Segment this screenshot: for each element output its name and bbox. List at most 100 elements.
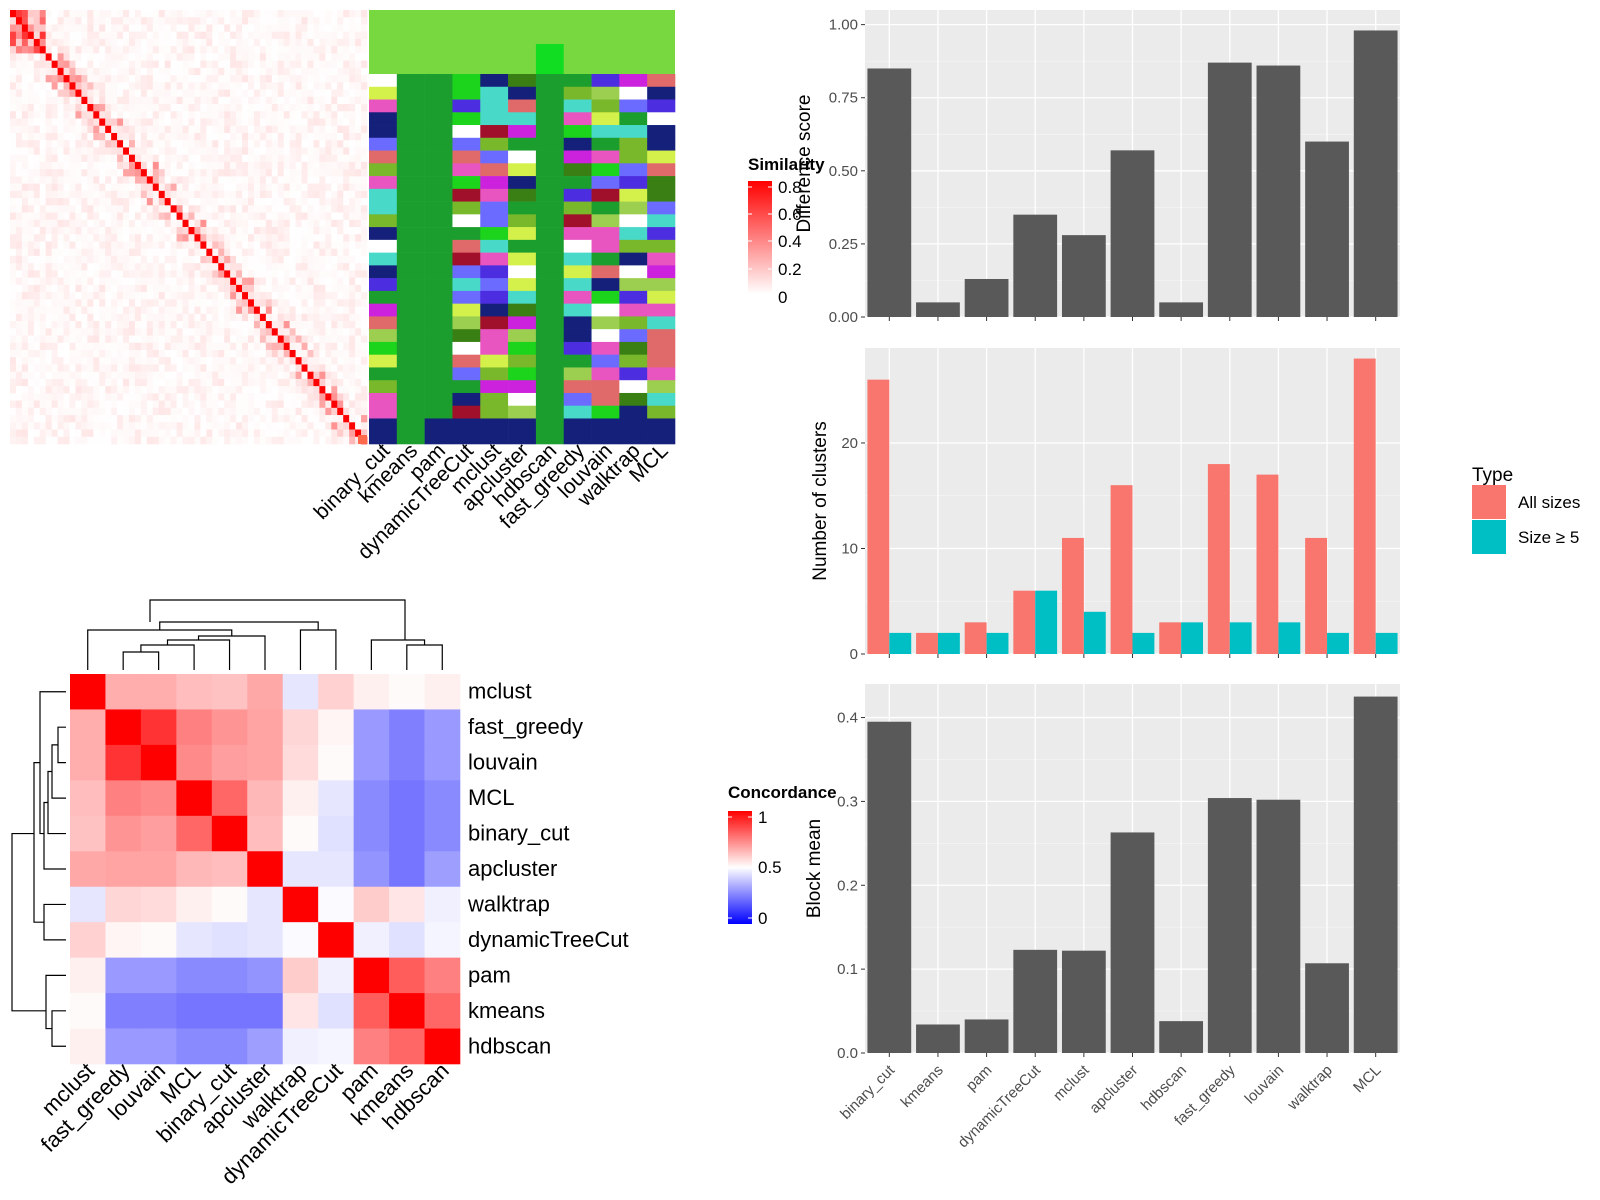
sim-cell xyxy=(325,234,332,242)
sim-cell xyxy=(248,277,255,286)
concordance-cell xyxy=(389,744,425,781)
sim-cell xyxy=(283,241,290,249)
sim-cell xyxy=(111,212,118,221)
sim-cell xyxy=(253,104,261,112)
sim-cell xyxy=(117,75,124,83)
sim-cell xyxy=(319,198,326,206)
sim-cell xyxy=(158,227,165,235)
sim-cell xyxy=(236,241,243,249)
sim-cell xyxy=(158,364,165,372)
sim-cell xyxy=(242,436,249,445)
sim-cell xyxy=(259,53,267,61)
sim-cell xyxy=(45,24,52,32)
sim-cell xyxy=(51,154,58,163)
sim-cell xyxy=(307,118,314,127)
sim-cell xyxy=(140,10,148,18)
sim-cell xyxy=(200,270,207,278)
sim-cell xyxy=(10,169,17,177)
sim-cell xyxy=(10,429,17,438)
sim-cell xyxy=(69,263,76,271)
sim-cell xyxy=(75,67,82,76)
sim-cell xyxy=(134,205,142,213)
sim-cell xyxy=(212,96,219,105)
sim-cell xyxy=(295,132,302,141)
sim-cell xyxy=(313,292,320,300)
sim-cell xyxy=(355,140,362,148)
sim-cell xyxy=(21,75,29,83)
sim-cell xyxy=(164,17,171,25)
sim-cell xyxy=(63,31,70,40)
sim-cell xyxy=(182,17,189,25)
sim-cell xyxy=(319,328,326,336)
sim-cell xyxy=(188,82,195,90)
concordance-cell xyxy=(282,780,319,817)
sim-cell xyxy=(33,82,41,90)
sim-cell xyxy=(200,198,207,206)
sim-cell xyxy=(176,82,183,90)
sim-cell xyxy=(289,24,296,32)
sim-cell xyxy=(331,147,338,155)
sim-cell xyxy=(10,248,17,257)
sim-cell xyxy=(45,422,52,430)
type-legend-swatch xyxy=(1472,485,1506,519)
sim-cell xyxy=(140,270,148,278)
sim-cell xyxy=(99,183,106,192)
sim-cell xyxy=(271,378,279,387)
sim-cell xyxy=(349,154,356,163)
sim-cell xyxy=(265,89,273,98)
sim-cell xyxy=(271,132,279,141)
sim-cell xyxy=(123,378,130,387)
assign-cell xyxy=(508,176,537,190)
sim-cell xyxy=(15,422,23,430)
sim-cell xyxy=(170,31,177,40)
sim-cell xyxy=(182,219,189,228)
assign-cell xyxy=(452,392,481,407)
sim-cell xyxy=(57,205,64,213)
sim-cell xyxy=(146,270,154,278)
bar-all-sizes xyxy=(1061,537,1084,654)
sim-cell xyxy=(63,400,70,409)
assign-cell xyxy=(480,380,509,394)
sim-cell xyxy=(146,176,154,184)
assign-cell xyxy=(369,99,398,113)
sim-cell xyxy=(212,104,219,112)
sim-cell xyxy=(182,111,189,119)
sim-cell xyxy=(33,46,41,54)
sim-cell xyxy=(51,183,58,192)
sim-cell xyxy=(134,147,142,155)
sim-cell xyxy=(295,270,302,278)
assign-cell xyxy=(369,86,398,100)
sim-cell xyxy=(200,241,207,249)
sim-cell xyxy=(134,248,142,257)
sim-cell xyxy=(301,132,308,141)
sim-cell xyxy=(10,10,17,18)
sim-cell xyxy=(283,429,290,438)
sim-cell xyxy=(277,241,284,249)
assign-cell xyxy=(508,265,537,279)
assign-cell xyxy=(480,163,509,177)
sim-cell xyxy=(313,284,320,293)
sim-cell xyxy=(158,386,165,394)
sim-cell xyxy=(271,248,279,257)
concordance-cell xyxy=(176,922,213,958)
sim-cell xyxy=(230,342,237,351)
sim-cell xyxy=(123,190,130,199)
sim-cell xyxy=(129,292,136,300)
sim-cell xyxy=(331,400,338,409)
sim-cell xyxy=(134,132,142,141)
sim-cell xyxy=(10,111,17,119)
sim-cell xyxy=(325,24,332,32)
assign-cell xyxy=(563,367,592,381)
sim-cell xyxy=(242,313,249,322)
assign-cell xyxy=(619,405,648,419)
bar-apcluster xyxy=(1110,832,1155,1053)
sim-cell xyxy=(51,46,58,54)
sim-cell xyxy=(218,371,225,380)
sim-cell xyxy=(158,328,165,336)
sim-cell xyxy=(343,292,350,300)
sim-cell xyxy=(307,132,314,141)
sim-cell xyxy=(271,349,279,358)
sim-cell xyxy=(307,24,314,32)
sim-cell xyxy=(259,176,267,184)
